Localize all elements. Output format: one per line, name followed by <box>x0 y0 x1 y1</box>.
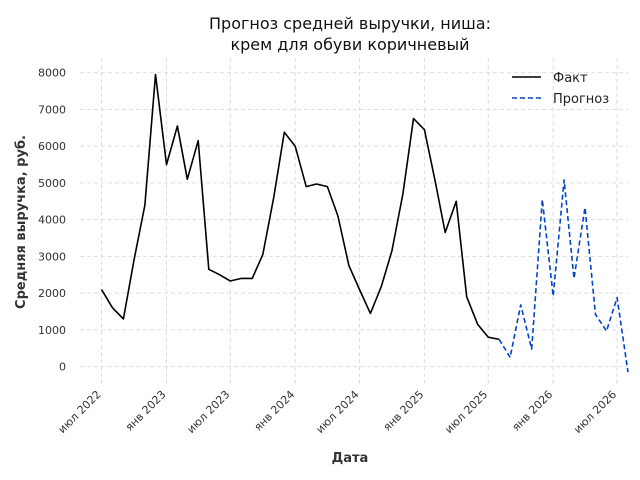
chart-title-line-1: Прогноз средней выручки, ниша: <box>209 14 491 33</box>
series-line-fact <box>100 73 500 341</box>
grid <box>80 58 628 385</box>
y-tick-label: 6000 <box>38 140 66 153</box>
x-tick-label: янв 2023 <box>123 388 169 434</box>
series-lines <box>100 73 629 373</box>
y-axis-label: Средняя выручка, руб. <box>14 135 29 309</box>
x-tick-label: июл 2026 <box>571 388 619 436</box>
y-tick-label: 5000 <box>38 177 66 190</box>
x-tick-label: июл 2025 <box>442 388 490 436</box>
x-tick-label: июл 2023 <box>184 388 232 436</box>
y-tick-label: 0 <box>59 361 66 374</box>
x-tick-label: янв 2025 <box>381 388 427 434</box>
y-tick-label: 3000 <box>38 250 66 263</box>
tick-labels: 0 1000 2000 3000 4000 5000 6000 7000 8000 июл 202… <box>38 67 619 436</box>
series-line-forecast <box>498 179 629 373</box>
legend-label-forecast: Прогноз <box>553 92 609 107</box>
legend: Факт Прогноз <box>512 71 609 107</box>
x-axis-label: Дата <box>332 451 369 466</box>
chart-title-line-2: крем для обуви коричневый <box>230 35 469 54</box>
y-tick-label: 2000 <box>38 287 66 300</box>
legend-label-fact: Факт <box>553 71 588 86</box>
x-tick-label: июл 2024 <box>314 388 362 436</box>
x-tick-label: янв 2024 <box>252 388 298 434</box>
x-tick-label: июл 2022 <box>56 388 104 436</box>
y-tick-label: 7000 <box>38 103 66 116</box>
y-tick-label: 1000 <box>38 324 66 337</box>
x-tick-label: янв 2026 <box>509 388 555 434</box>
y-tick-label: 8000 <box>38 67 66 80</box>
y-tick-label: 4000 <box>38 214 66 227</box>
